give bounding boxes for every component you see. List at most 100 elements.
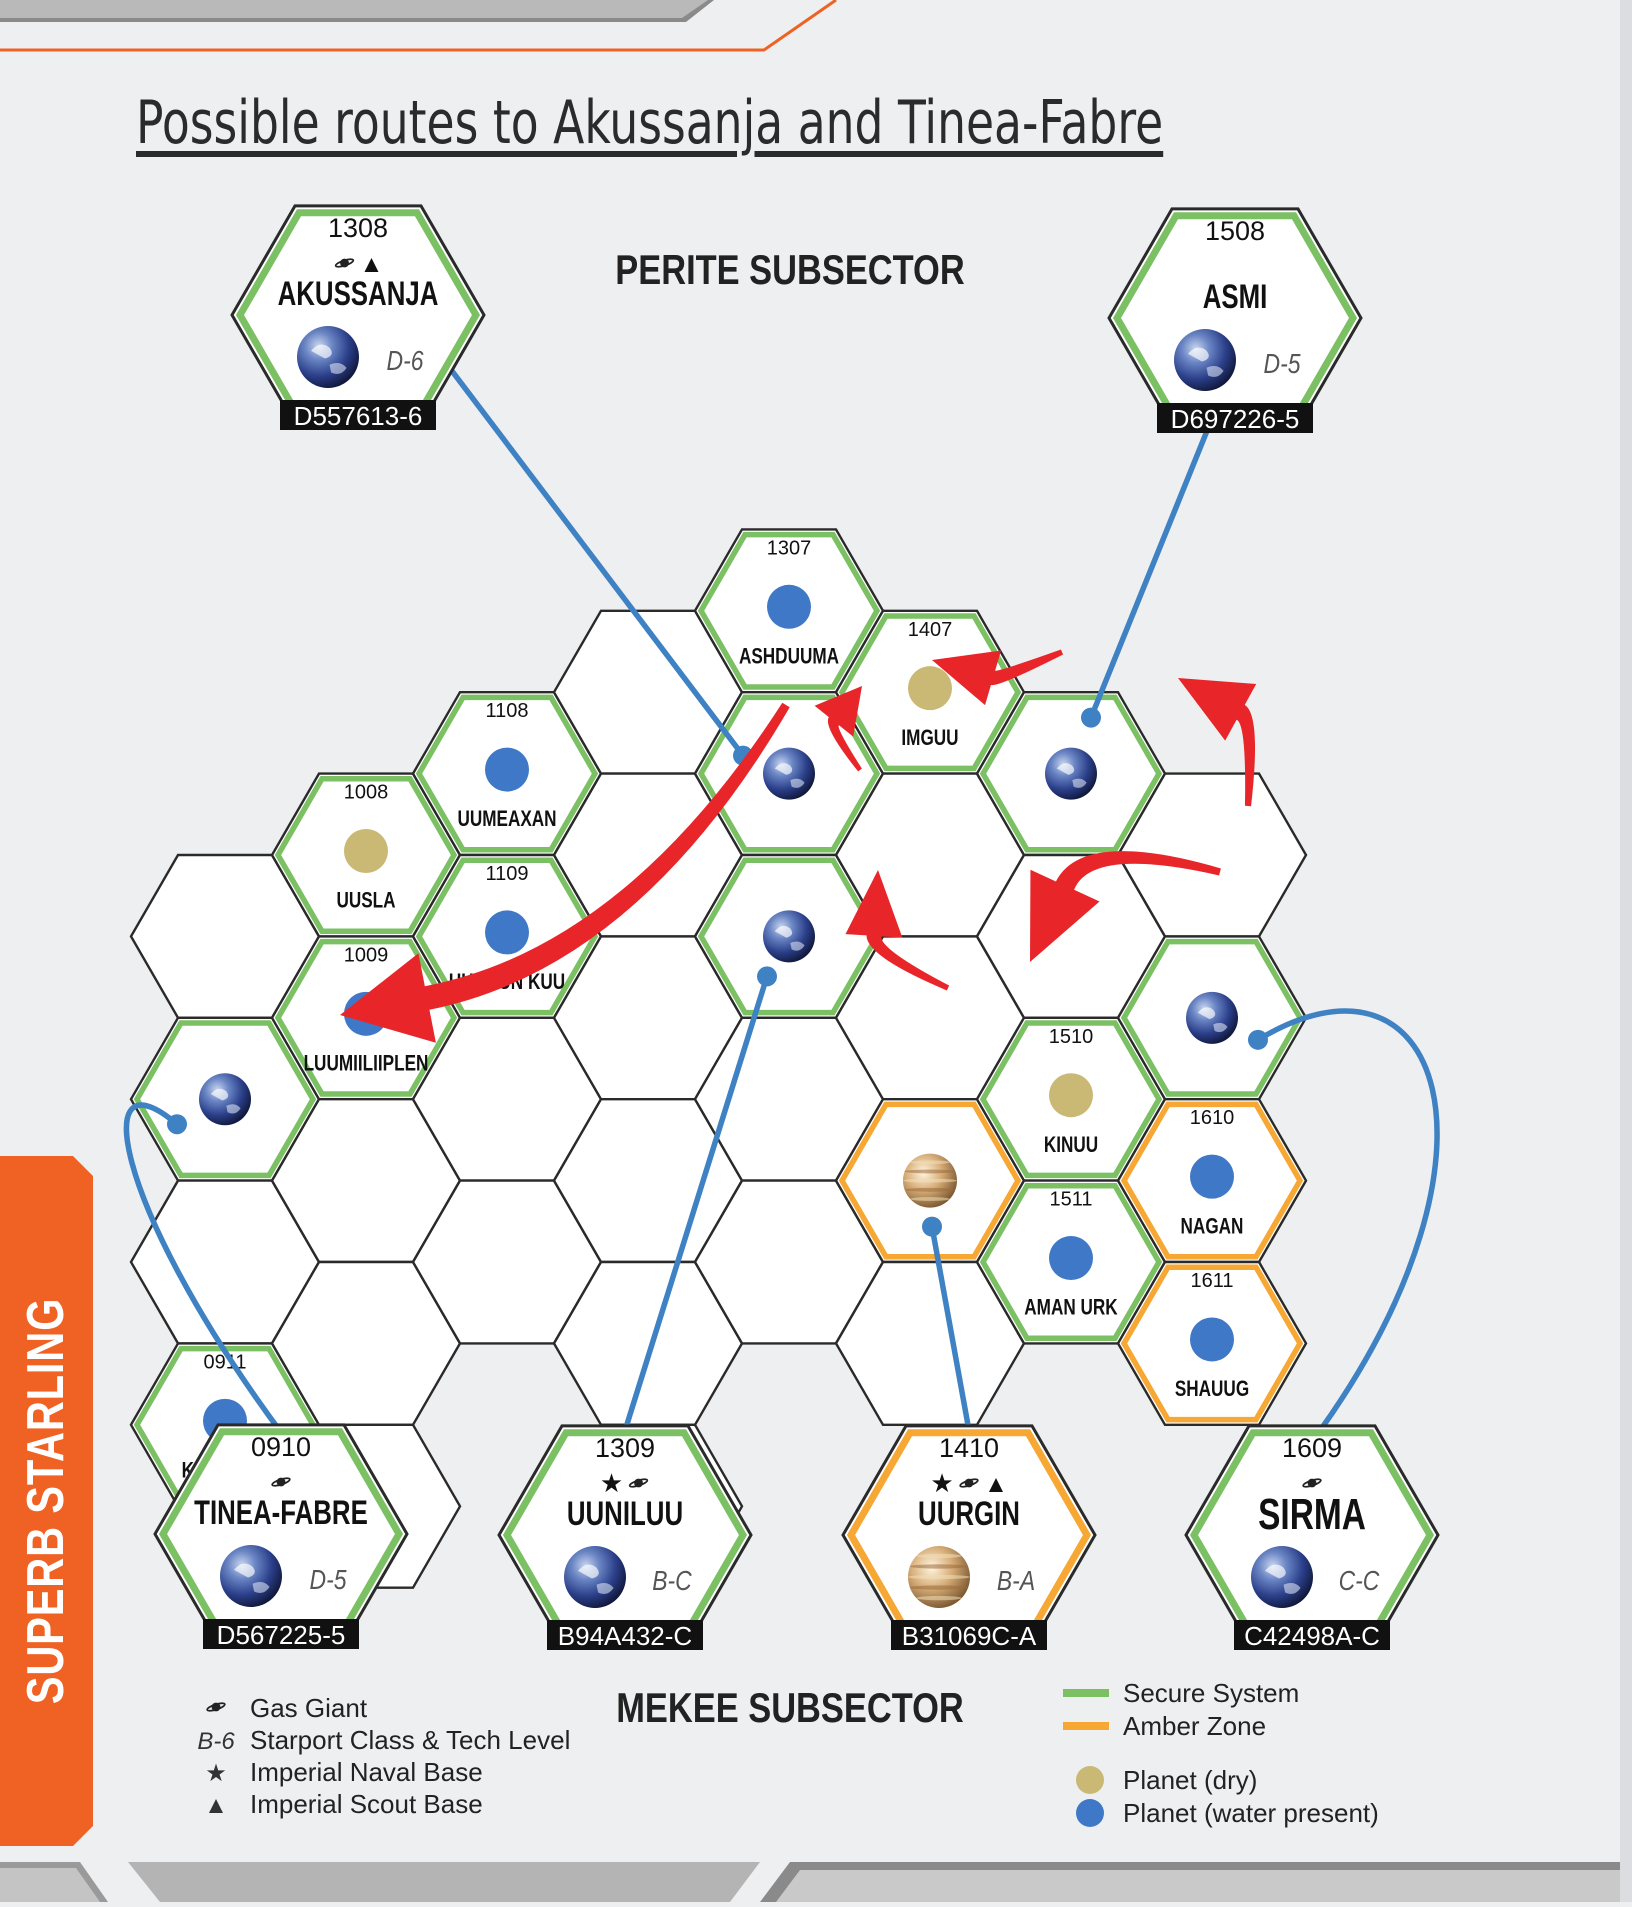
earthlike-world — [220, 1545, 282, 1607]
hex-number: 1309 — [595, 1433, 655, 1463]
header-decoration — [0, 0, 837, 52]
starport-class: B-C — [652, 1566, 692, 1597]
hex-number: 1410 — [939, 1433, 999, 1463]
jump-arrow — [932, 649, 1064, 706]
side-tab-title: SUPERB STARLING — [17, 1297, 75, 1705]
page-title: Possible routes to Akussanja and Tinea-F… — [136, 88, 1164, 158]
side-tab: SUPERB STARLING — [0, 1156, 93, 1846]
route-line-sirma — [1256, 1008, 1440, 1433]
world-name: LUUMIILIIPLEN — [304, 1051, 429, 1076]
uwp-box — [1234, 1620, 1390, 1650]
gas-giant-icon — [628, 1478, 649, 1488]
map-hex-shauug[interactable]: 1611 SHAUUG — [1116, 1260, 1308, 1427]
water-planet — [1190, 1154, 1234, 1199]
world-name: IMGUU — [901, 726, 958, 751]
world-name: UURGIN — [918, 1496, 1020, 1533]
map-hex[interactable] — [1116, 935, 1308, 1101]
legend-label: Planet (water present) — [1123, 1798, 1379, 1828]
earthlike-world — [564, 1546, 626, 1608]
legend-label: Starport Class & Tech Level — [250, 1725, 570, 1755]
detail-hex-akussanja[interactable]: 1308 ▲AKUSSANJA D-6 D557613-6 — [230, 204, 486, 431]
route-line-akussanja — [449, 369, 746, 758]
starport-class: C-C — [1339, 1566, 1380, 1597]
starport-class: D-5 — [1264, 349, 1302, 380]
gas-giant-icon — [334, 258, 355, 268]
hex-number: 1510 — [1049, 1026, 1094, 1048]
hex-number: 1508 — [1205, 216, 1265, 246]
detail-hex-sirma[interactable]: 1609 SIRMA C-C C42498A-C — [1184, 1424, 1440, 1651]
legend-symbol: ★ — [205, 1760, 227, 1787]
world-name: TINEA-FABRE — [194, 1495, 368, 1532]
legend-label: Imperial Scout Base — [250, 1789, 483, 1819]
gas-giant-icon — [271, 1477, 291, 1487]
starport-class: D-5 — [310, 1565, 348, 1596]
legend-label: Amber Zone — [1123, 1711, 1266, 1741]
naval-base-icon: ★ — [600, 1468, 623, 1498]
map-hex-nagan[interactable]: 1610 NAGAN — [1116, 1097, 1308, 1264]
gas-giant-world — [903, 1153, 957, 1208]
world-name: AMAN URK — [1024, 1296, 1118, 1321]
water-planet-swatch — [1076, 1799, 1104, 1827]
hex-number: 1108 — [485, 700, 528, 722]
legend-label: Secure System — [1123, 1678, 1299, 1708]
world-name: UUMEAXAN — [457, 807, 556, 832]
map-hex-aman-urk[interactable]: 1511 AMAN URK — [975, 1179, 1167, 1345]
map-hex-uuruun-kuu[interactable]: 1109UURUUN KUU — [411, 853, 603, 1019]
starport-class: D-6 — [387, 346, 425, 377]
jump-arrow — [845, 870, 950, 991]
world-name: ASHDUUMA — [739, 644, 839, 669]
jump-arrows — [340, 649, 1257, 1043]
detail-hex-uuniluu[interactable]: 1309 ★UUNILUU B-C B94A432-C — [497, 1424, 753, 1651]
detail-hex-asmi[interactable]: 1508 ASMI D-5 D697226-5 — [1107, 207, 1363, 434]
uwp-box — [203, 1619, 359, 1649]
hex-number: 1109 — [485, 863, 528, 885]
legend-item-planet-water-present-: Planet (water present) — [1076, 1798, 1379, 1828]
earthlike-world — [1174, 329, 1236, 391]
map-hex[interactable] — [693, 853, 885, 1019]
world-name: AKUSSANJA — [278, 276, 439, 313]
world-name: NAGAN — [1181, 1214, 1244, 1239]
map-hex-kinuu[interactable]: 1510 KINUU — [975, 1016, 1167, 1182]
uwp-box — [891, 1620, 1047, 1650]
map-hex-uumeaxan[interactable]: 1108 UUMEAXAN — [411, 691, 603, 857]
uwp-code: C42498A-C — [1244, 1621, 1380, 1651]
world-name: SHAUUG — [1175, 1377, 1249, 1402]
hex-number: 1008 — [344, 782, 389, 804]
detail-hex-uurgin[interactable]: 1410 ★ ▲UURGIN B-A B31069C-A — [841, 1424, 1097, 1651]
dry-planet — [908, 666, 952, 711]
hex-number: 1308 — [328, 213, 388, 243]
route-endpoint — [922, 1216, 942, 1237]
uwp-code: B31069C-A — [902, 1621, 1037, 1651]
uwp-code: B94A432-C — [558, 1621, 692, 1651]
earthlike-world — [1251, 1546, 1313, 1608]
legend-item-starport-class-tech-level: B-6 Starport Class & Tech Level — [197, 1725, 570, 1755]
legend-item-imperial-scout-base: ▲ Imperial Scout Base — [204, 1789, 483, 1819]
perite-subsector-label: PERITE SUBSECTOR — [615, 247, 964, 294]
jump-arrow — [340, 702, 790, 1043]
map-hex-ashduuma[interactable]: 1307 ASHDUUMA — [693, 528, 885, 694]
water-planet — [485, 910, 529, 955]
earthlike-world — [763, 747, 815, 800]
mekee-subsector-label: MEKEE SUBSECTOR — [616, 1685, 964, 1732]
map-hex[interactable] — [129, 1016, 321, 1182]
map-hex[interactable] — [975, 691, 1167, 857]
detail-hex-tinea-fabre[interactable]: 0910 TINEA-FABRE D-5 D567225-5 — [153, 1423, 409, 1650]
gas-giant-icon — [1302, 1478, 1322, 1488]
hex-number: 1407 — [908, 619, 953, 641]
hex-number: 1610 — [1190, 1107, 1235, 1129]
route-line-uuniluu — [622, 975, 770, 1432]
legend-label: Imperial Naval Base — [250, 1757, 483, 1787]
jump-arrow — [1030, 851, 1221, 962]
world-name: UUSLA — [336, 889, 395, 914]
route-endpoint — [757, 966, 777, 987]
hex-number: 0910 — [251, 1432, 311, 1462]
legend-item-amber-zone: Amber Zone — [1063, 1711, 1266, 1741]
water-planet — [1049, 1236, 1093, 1281]
gas-giant-icon — [959, 1478, 979, 1488]
dry-planet — [344, 829, 388, 873]
legend-item-planet-dry-: Planet (dry) — [1076, 1765, 1257, 1795]
legend-item-secure-system: Secure System — [1063, 1678, 1299, 1708]
